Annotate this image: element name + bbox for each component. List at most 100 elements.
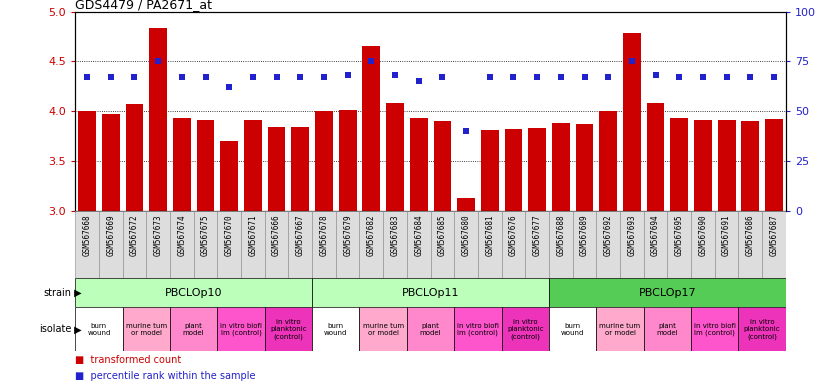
Text: isolate: isolate xyxy=(38,324,71,334)
Bar xyxy=(102,114,120,211)
Bar xyxy=(359,211,383,278)
Bar xyxy=(742,121,759,211)
Bar xyxy=(339,110,356,211)
Bar xyxy=(715,211,738,278)
Point xyxy=(293,74,307,81)
Text: in vitro
planktonic
(control): in vitro planktonic (control) xyxy=(270,319,307,339)
Text: strain: strain xyxy=(43,288,71,298)
Bar xyxy=(170,307,217,351)
Bar xyxy=(241,211,265,278)
Bar xyxy=(336,211,359,278)
Text: GSM567691: GSM567691 xyxy=(722,215,732,256)
Bar xyxy=(268,127,285,211)
Bar xyxy=(265,307,312,351)
Bar xyxy=(312,307,359,351)
Point xyxy=(649,72,662,78)
Bar xyxy=(765,119,782,211)
Text: plant
model: plant model xyxy=(420,323,441,336)
Bar xyxy=(691,211,715,278)
Bar xyxy=(457,198,475,211)
Bar xyxy=(454,307,502,351)
Bar xyxy=(217,211,241,278)
Text: in vitro
planktonic
(control): in vitro planktonic (control) xyxy=(744,319,781,339)
Text: burn
wound: burn wound xyxy=(561,323,584,336)
Bar xyxy=(505,129,522,211)
Bar xyxy=(150,28,167,211)
Text: in vitro biofi
lm (control): in vitro biofi lm (control) xyxy=(457,323,499,336)
Bar xyxy=(644,307,691,351)
Bar xyxy=(99,211,123,278)
Bar xyxy=(315,111,333,211)
Bar xyxy=(383,211,407,278)
Text: GDS4479 / PA2671_at: GDS4479 / PA2671_at xyxy=(75,0,212,12)
Text: burn
wound: burn wound xyxy=(87,323,110,336)
Bar xyxy=(694,120,711,211)
Bar xyxy=(552,123,569,211)
Bar xyxy=(410,118,427,211)
Bar xyxy=(146,211,170,278)
Bar xyxy=(549,211,573,278)
Point xyxy=(672,74,686,81)
Text: GSM567677: GSM567677 xyxy=(533,215,542,256)
Point xyxy=(696,74,710,81)
Point xyxy=(151,58,165,65)
Text: GSM567673: GSM567673 xyxy=(154,215,163,256)
Text: GSM567669: GSM567669 xyxy=(106,215,115,256)
Text: GSM567679: GSM567679 xyxy=(343,215,352,256)
Text: GSM567681: GSM567681 xyxy=(485,215,494,256)
Bar xyxy=(738,307,786,351)
Point xyxy=(80,74,94,81)
Point xyxy=(459,128,472,134)
Bar xyxy=(79,111,96,211)
Text: murine tum
or model: murine tum or model xyxy=(125,323,167,336)
Bar xyxy=(596,211,620,278)
Point xyxy=(601,74,614,81)
Bar xyxy=(549,307,596,351)
Bar xyxy=(196,120,214,211)
Bar xyxy=(454,211,478,278)
Bar xyxy=(481,130,498,211)
Point xyxy=(246,74,259,81)
Bar xyxy=(599,111,617,211)
Bar xyxy=(75,211,99,278)
Point xyxy=(341,72,354,78)
Bar xyxy=(265,211,288,278)
Bar xyxy=(573,211,596,278)
Bar xyxy=(312,211,336,278)
Text: GSM567684: GSM567684 xyxy=(414,215,423,256)
Bar xyxy=(478,211,502,278)
Text: burn
wound: burn wound xyxy=(324,323,348,336)
Bar xyxy=(623,33,640,211)
Bar xyxy=(502,307,549,351)
Point xyxy=(175,74,188,81)
Text: GSM567693: GSM567693 xyxy=(627,215,636,256)
Point xyxy=(388,72,401,78)
Point xyxy=(554,74,568,81)
Text: GSM567672: GSM567672 xyxy=(130,215,139,256)
Text: GSM567676: GSM567676 xyxy=(509,215,518,256)
Text: in vitro
planktonic
(control): in vitro planktonic (control) xyxy=(507,319,543,339)
Bar xyxy=(407,211,431,278)
Text: ▶: ▶ xyxy=(71,288,82,298)
Bar xyxy=(244,120,262,211)
Bar xyxy=(173,118,191,211)
Point xyxy=(530,74,543,81)
Bar xyxy=(528,128,546,211)
Text: GSM567668: GSM567668 xyxy=(83,215,92,256)
Point xyxy=(578,74,591,81)
Bar xyxy=(644,211,667,278)
Bar xyxy=(312,278,549,307)
Bar xyxy=(363,46,380,211)
Text: GSM567692: GSM567692 xyxy=(604,215,613,256)
Bar xyxy=(123,307,170,351)
Text: GSM567666: GSM567666 xyxy=(272,215,281,256)
Bar xyxy=(691,307,738,351)
Bar xyxy=(125,104,143,211)
Text: in vitro biofi
lm (control): in vitro biofi lm (control) xyxy=(694,323,736,336)
Text: murine tum
or model: murine tum or model xyxy=(599,323,640,336)
Text: GSM567687: GSM567687 xyxy=(769,215,778,256)
Bar xyxy=(738,211,762,278)
Bar xyxy=(194,211,217,278)
Bar xyxy=(576,124,594,211)
Bar xyxy=(620,211,644,278)
